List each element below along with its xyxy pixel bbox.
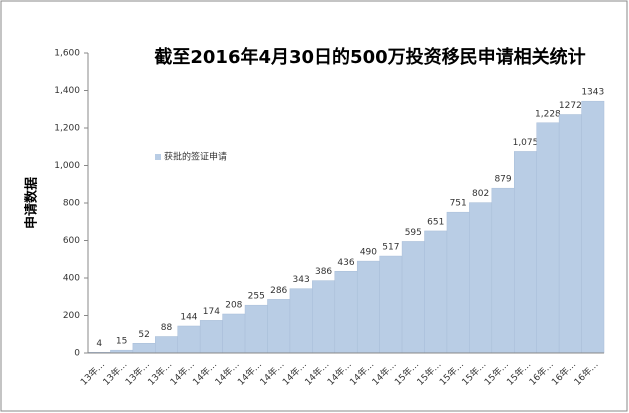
y-tick-label: 0	[74, 349, 80, 359]
bar	[536, 122, 560, 354]
y-axis-label: 申请数据	[24, 177, 40, 229]
value-label: 490	[360, 248, 377, 258]
bar	[132, 343, 156, 354]
value-label: 174	[203, 307, 220, 317]
value-label: 52	[138, 330, 149, 340]
legend-label: 获批的签证申请	[164, 151, 227, 163]
bar	[356, 260, 380, 354]
value-label: 517	[382, 243, 399, 253]
y-tick-label: 1,000	[54, 161, 80, 171]
value-label: 286	[270, 286, 287, 296]
value-label: 208	[225, 301, 242, 311]
bar	[514, 151, 537, 354]
bar	[401, 241, 425, 354]
y-tick-label: 1,600	[54, 49, 80, 59]
value-label: 1,228	[535, 109, 561, 119]
value-label: 4	[96, 339, 102, 349]
y-tick-label: 1,200	[54, 124, 80, 134]
bar	[199, 320, 223, 354]
bar	[177, 325, 201, 354]
value-label: 751	[450, 199, 467, 209]
bar	[558, 114, 582, 354]
value-label: 343	[293, 275, 310, 285]
bar	[267, 299, 291, 354]
bar	[334, 271, 358, 354]
value-label: 1,075	[513, 138, 539, 148]
bar	[222, 313, 246, 354]
chart-title: 截至2016年4月30日的500万投资移民申请相关统计	[154, 46, 585, 68]
value-label: 255	[248, 292, 265, 302]
bar	[155, 336, 178, 354]
value-label: 88	[161, 323, 173, 333]
value-label: 144	[180, 313, 197, 323]
value-label: 386	[315, 267, 332, 277]
bar	[446, 211, 470, 354]
bar	[379, 255, 403, 354]
value-label: 436	[337, 258, 354, 268]
value-label: 802	[472, 189, 489, 199]
bar	[469, 202, 493, 354]
bar	[289, 288, 313, 354]
value-label: 15	[116, 337, 127, 347]
value-label: 651	[427, 217, 444, 227]
legend-swatch	[155, 154, 161, 160]
value-label: 1272	[559, 101, 582, 111]
y-tick-label: 400	[63, 274, 80, 284]
bar	[244, 304, 268, 354]
y-tick-label: 1,400	[54, 86, 80, 96]
y-tick-label: 600	[63, 236, 80, 246]
value-label: 1343	[581, 88, 604, 98]
bar	[491, 187, 515, 354]
bar	[581, 100, 605, 354]
y-tick-label: 200	[63, 311, 80, 321]
value-label: 879	[494, 175, 511, 185]
bar	[424, 230, 448, 354]
bar	[312, 280, 336, 354]
y-tick-label: 800	[63, 199, 80, 209]
value-label: 595	[405, 228, 422, 238]
